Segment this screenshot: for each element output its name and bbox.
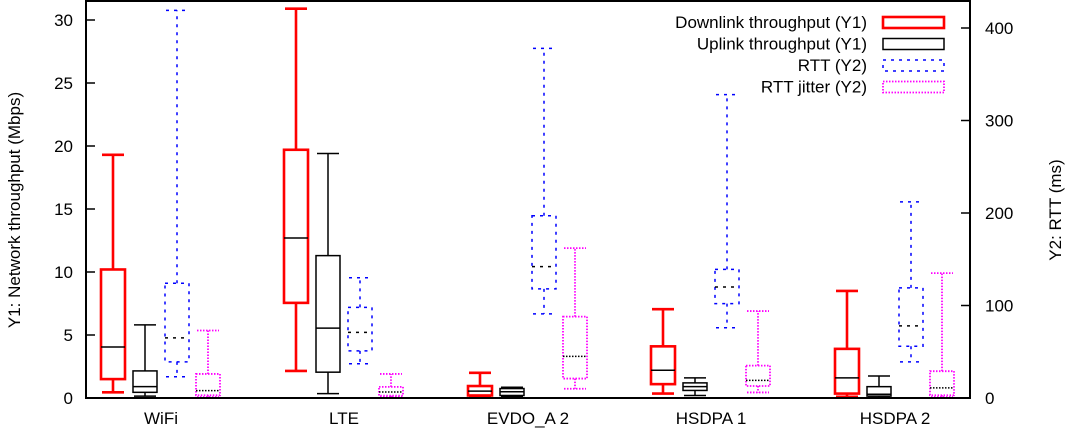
legend-label: RTT (Y2) [798,56,867,75]
y1-tick-label: 25 [54,74,73,93]
box-1-1 [315,152,341,395]
box-2-1 [347,277,373,365]
box-3-0 [195,329,221,398]
legend-label: Uplink throughput (Y1) [697,35,867,54]
y1-tick-label: 0 [64,389,73,408]
iqr-box [164,282,190,363]
y1-tick-label: 10 [54,263,73,282]
y2-tick-label: 300 [985,112,1013,131]
iqr-box [99,268,127,381]
legend-swatch [882,37,945,51]
x-tick-label: LTE [329,409,359,428]
box-1-3 [682,377,708,397]
x-tick-label: HSDPA 1 [676,409,747,428]
box-2-2 [531,47,557,315]
legend-swatch [881,15,946,30]
legend-swatch [882,59,945,72]
iqr-box [347,306,373,352]
iqr-box [282,148,310,305]
y2-tick-label: 0 [985,389,994,408]
iqr-box [132,370,158,394]
box-3-3 [745,310,771,394]
y1-tick-label: 15 [54,200,73,219]
box-2-0 [164,9,190,378]
box-0-0 [99,153,127,394]
iqr-box [315,254,341,373]
legend-label: Downlink throughput (Y1) [675,13,867,32]
plot-marks [99,7,955,399]
y2-tick-label: 200 [985,204,1013,223]
box-0-1 [282,7,310,373]
iqr-box [833,347,861,395]
iqr-box [745,364,771,387]
iqr-box [929,370,955,397]
x-tick-label: HSDPA 2 [860,409,931,428]
y1-tick-label: 30 [54,11,73,30]
box-2-3 [714,93,740,329]
iqr-box [562,315,588,380]
y1-tick-label: 5 [64,326,73,345]
legend-label: RTT jitter (Y2) [761,78,867,97]
box-3-4 [929,272,955,398]
box-0-2 [466,371,494,399]
box-1-0 [132,324,158,397]
iqr-box [195,373,221,397]
y2-tick-label: 100 [985,297,1013,316]
legend-swatch [882,80,945,94]
y2-axis-label: Y2: RTT (ms) [1046,159,1065,260]
x-tick-label: EVDO_A 2 [487,409,569,428]
iqr-box [866,385,892,397]
iqr-box [531,215,557,290]
box-0-4 [833,289,861,399]
box-1-2 [499,386,525,398]
plot-frame [85,0,971,399]
y1-axis-label: Y1: Network throughput (Mbps) [5,92,24,328]
box-3-2 [562,247,588,390]
x-tick-label: WiFi [144,409,178,428]
legend: Downlink throughput (Y1) Uplink throughpu… [675,13,946,97]
iqr-box [649,345,677,386]
box-3-1 [378,373,404,398]
box-0-3 [649,307,677,395]
box-2-4 [898,201,924,363]
y2-tick-label: 400 [985,19,1013,38]
iqr-box [714,268,740,305]
iqr-box [898,287,924,347]
box-1-4 [866,375,892,399]
y1-tick-label: 20 [54,137,73,156]
